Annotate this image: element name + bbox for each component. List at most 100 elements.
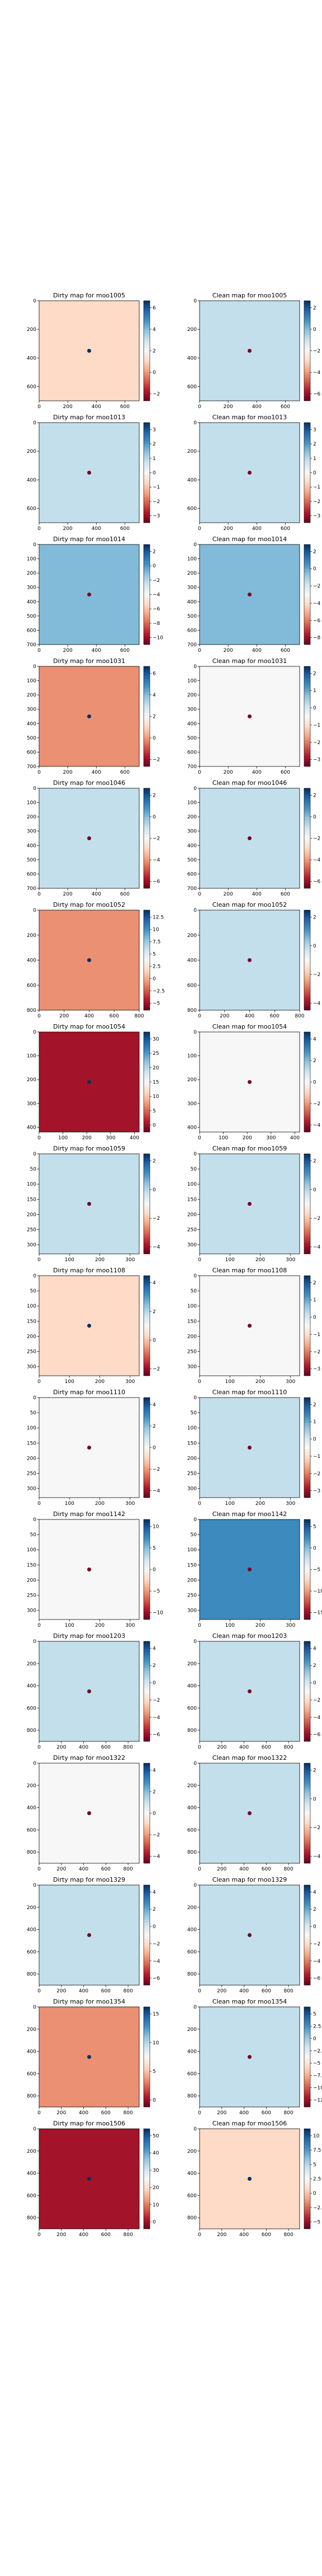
y-tick-label: 600	[187, 983, 197, 988]
colorbar-tick-label: 0	[313, 705, 316, 711]
x-tick-label: 400	[92, 648, 101, 654]
x-tick-label: 400	[252, 648, 262, 654]
colorbar-tick-label: 2	[153, 549, 156, 555]
colorbar-tick-label: 4	[313, 1036, 316, 1042]
x-tick-label: 400	[84, 1014, 94, 1019]
panel-title: Dirty map for moo1013	[53, 414, 125, 421]
colorbar-tick-label: 6	[153, 305, 156, 311]
colorbar-tick-label: 4	[153, 693, 156, 698]
y-tick-label: 200	[27, 1077, 36, 1083]
x-tick-label: 600	[281, 648, 290, 654]
x-tick-label: 300	[125, 1257, 135, 1263]
y-tick-label: 300	[27, 707, 36, 713]
colorbar-tick-label: 2	[313, 793, 316, 798]
colorbar-tick-label: 12.5	[153, 915, 164, 920]
x-tick-label: 0	[37, 1135, 41, 1141]
y-tick-label: 200	[27, 327, 36, 333]
y-tick-label: 0	[33, 908, 36, 913]
y-tick-label: 600	[187, 628, 197, 633]
y-tick-label: 300	[27, 585, 36, 591]
panel-title: Dirty map for moo1059	[53, 1145, 125, 1152]
panel-title: Clean map for moo1054	[212, 1023, 287, 1030]
y-tick-label: 500	[27, 614, 36, 619]
y-tick-label: 500	[187, 614, 197, 619]
colorbar-tick-label: 0	[153, 564, 156, 569]
colorbar-tick-label: −1	[153, 485, 160, 490]
colorbar-tick-label: 0	[313, 1080, 316, 1086]
y-tick-label: 600	[187, 750, 197, 755]
axes-frame	[39, 1031, 140, 1133]
colorbar	[143, 666, 150, 767]
y-tick-label: 800	[27, 1008, 36, 1014]
y-tick-label: 200	[187, 449, 197, 454]
y-tick-label: 800	[187, 1008, 197, 1014]
y-tick-label: 100	[27, 679, 36, 684]
y-tick-label: 700	[27, 642, 36, 648]
heatmap-panel: Dirty map for moo1046 0 200 400 600 0 100 200 30…	[27, 779, 160, 897]
heatmap-panel: Dirty map for moo1013 0 200 400 600 0 200 400 60…	[27, 414, 160, 532]
colorbar-tick-label: −2	[313, 740, 320, 746]
colorbar-tick-label: 2	[153, 793, 156, 798]
y-tick-label: 0	[193, 420, 197, 426]
colorbar	[304, 910, 311, 1011]
x-tick-label: 200	[63, 648, 73, 654]
y-tick-label: 250	[27, 1228, 36, 1233]
x-tick-label: 800	[295, 1014, 304, 1019]
colorbar	[143, 544, 150, 645]
colorbar-tick-label: −2	[153, 578, 160, 584]
x-tick-label: 200	[82, 1135, 92, 1141]
y-tick-label: 600	[187, 506, 197, 512]
y-tick-label: 0	[193, 1030, 197, 1035]
central-source	[248, 836, 252, 840]
y-tick-label: 200	[27, 815, 36, 820]
colorbar	[304, 300, 311, 401]
y-tick-label: 400	[27, 1125, 36, 1130]
central-source	[248, 958, 252, 962]
colorbar-tick-label: 6	[153, 671, 156, 676]
x-tick-label: 200	[63, 526, 73, 532]
colorbar-tick-label: 0	[313, 566, 316, 572]
axes-frame	[39, 544, 140, 645]
y-tick-label: 500	[187, 736, 197, 741]
colorbar	[143, 1031, 150, 1133]
y-tick-label: 150	[27, 1197, 36, 1202]
y-tick-label: 700	[27, 886, 36, 892]
x-tick-label: 0	[37, 648, 41, 654]
panel-title: Clean map for moo1046	[212, 779, 287, 787]
y-tick-label: 300	[187, 829, 197, 835]
x-tick-label: 0	[37, 892, 41, 897]
central-source	[87, 714, 91, 718]
y-tick-label: 400	[187, 843, 197, 849]
y-tick-label: 200	[27, 1212, 36, 1218]
y-tick-label: 400	[27, 477, 36, 483]
x-tick-label: 400	[252, 892, 262, 897]
y-tick-label: 300	[187, 1101, 197, 1107]
colorbar-tick-label: 10	[153, 1094, 159, 1100]
x-tick-label: 400	[252, 526, 262, 532]
y-tick-label: 300	[27, 829, 36, 835]
colorbar-tick-label: −4	[313, 1123, 321, 1129]
y-tick-label: 0	[193, 542, 197, 548]
y-tick-label: 0	[33, 1030, 36, 1035]
x-tick-label: 0	[37, 770, 41, 775]
y-tick-label: 600	[187, 872, 197, 877]
y-tick-label: 400	[187, 477, 197, 483]
x-tick-label: 400	[252, 404, 262, 410]
axes-frame	[39, 666, 140, 767]
y-tick-label: 0	[193, 786, 197, 792]
colorbar-tick-label: 2.5	[153, 964, 160, 970]
x-tick-label: 200	[63, 892, 73, 897]
panel-title: Dirty map for moo1052	[53, 901, 125, 908]
colorbar-tick-label: −2	[153, 836, 160, 842]
y-tick-label: 50	[30, 1167, 37, 1172]
colorbar-tick-label: −2	[313, 972, 320, 978]
axes-frame	[39, 1153, 140, 1254]
x-tick-label: 0	[37, 404, 41, 410]
y-tick-label: 0	[193, 664, 197, 670]
y-tick-label: 400	[187, 1125, 197, 1130]
y-tick-label: 400	[187, 599, 197, 605]
colorbar-tick-label: 2	[313, 671, 316, 676]
colorbar-tick-label: 7.5	[153, 939, 160, 945]
x-tick-label: 400	[92, 526, 101, 532]
